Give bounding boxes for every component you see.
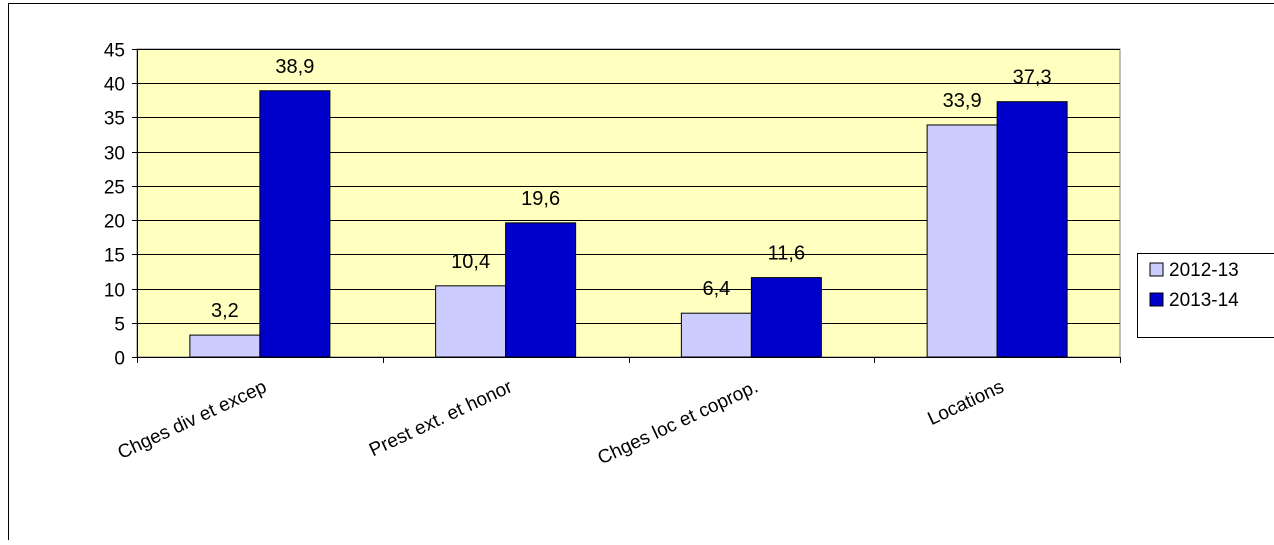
y-tick-label: 10 [104, 281, 125, 302]
legend-swatch-2012-13 [1150, 263, 1163, 276]
y-tick-label: 35 [104, 109, 125, 130]
bar-2012-13-1 [436, 286, 506, 357]
bar-2013-14-1 [506, 223, 576, 357]
y-tick-label: 40 [104, 75, 125, 96]
bar-2013-14-3 [997, 102, 1067, 357]
data-label: 6,4 [702, 278, 730, 300]
y-tick-label: 25 [104, 178, 125, 199]
legend-label: 2013-14 [1169, 290, 1239, 311]
legend-swatch-2013-14 [1150, 293, 1163, 306]
y-tick-label: 45 [104, 41, 125, 62]
y-tick-label: 30 [104, 144, 125, 165]
data-label: 10,4 [451, 251, 490, 273]
data-label: 38,9 [275, 56, 314, 78]
data-label: 33,9 [943, 90, 982, 112]
y-tick-label: 0 [114, 349, 125, 370]
legend-label: 2012-13 [1169, 260, 1239, 281]
data-label: 11,6 [768, 243, 805, 265]
legend: 2012-13 2013-14 [1138, 254, 1274, 338]
y-tick-label: 5 [114, 315, 125, 336]
data-label: 37,3 [1013, 67, 1052, 89]
bar-2013-14-2 [751, 278, 821, 357]
data-label: 3,2 [211, 300, 239, 322]
y-tick-label: 20 [104, 212, 125, 233]
bar-2012-13-2 [681, 313, 751, 357]
bar-2012-13-3 [927, 125, 997, 357]
bar-2012-13-0 [190, 335, 260, 357]
data-label: 19,6 [521, 188, 560, 210]
bar-2013-14-0 [260, 91, 330, 357]
y-tick-label: 15 [104, 246, 125, 267]
